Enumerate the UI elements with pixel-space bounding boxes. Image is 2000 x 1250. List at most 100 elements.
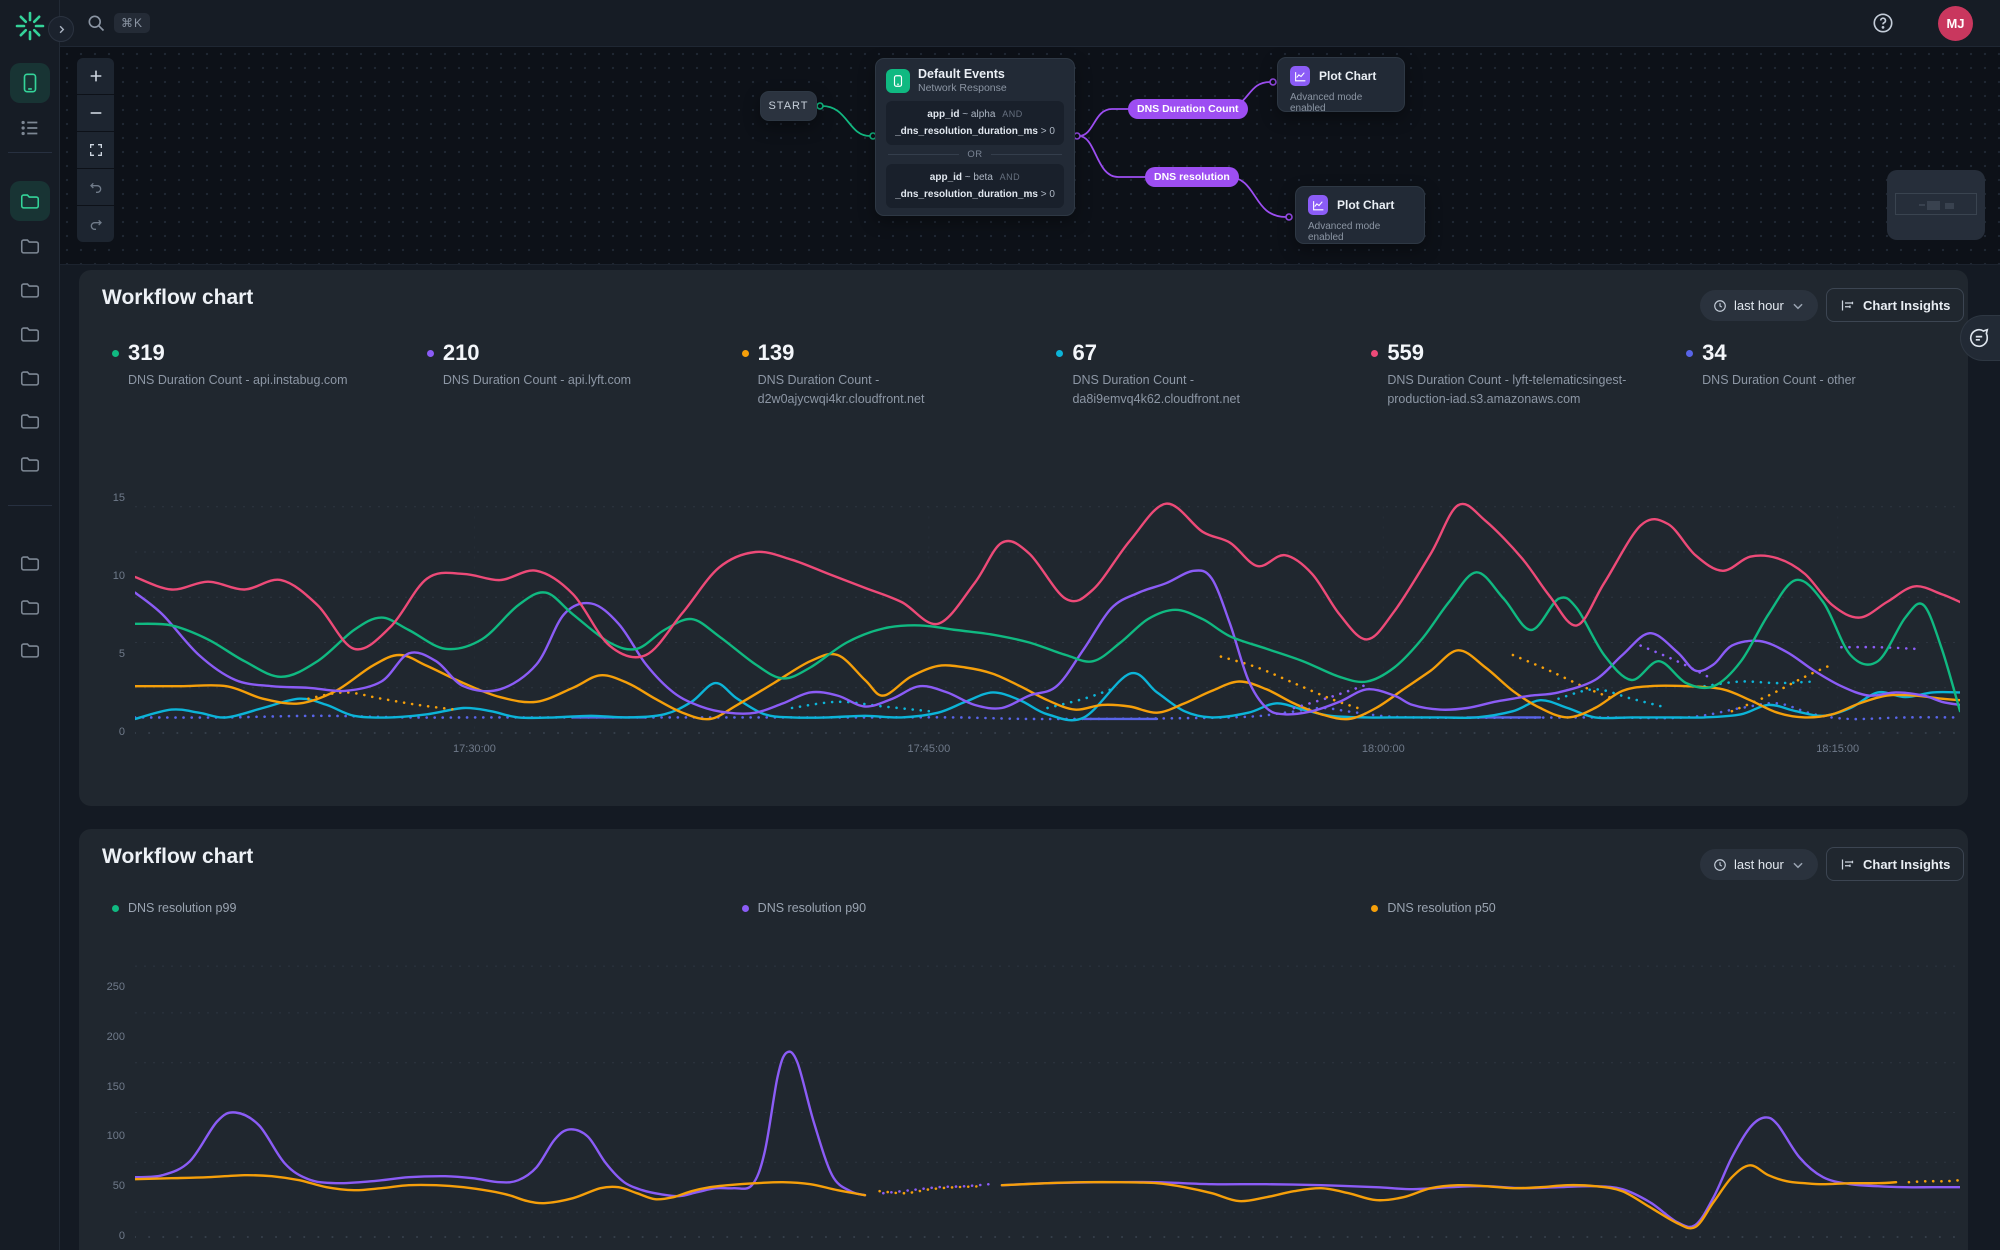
search-shortcut-badge[interactable]: ⌘K [114,13,151,33]
stat-value: 559 [1387,340,1425,365]
legend-item[interactable]: DNS resolution p99 [79,901,709,915]
insights-icon [1841,300,1854,310]
sidebar-item-folder-3[interactable] [10,314,50,354]
series-line [1557,687,1670,710]
stat-value: 210 [442,340,480,365]
series-line [1292,683,1369,710]
stat-label: DNS Duration Count - da8i9emvq4k62.cloud… [1072,373,1240,406]
user-avatar[interactable]: MJ [1938,6,1973,41]
plot-chart-subtitle: Advanced mode enabled [1308,221,1381,243]
series-color-dot [741,904,749,912]
folder-icon [19,552,41,574]
or-label: OR [967,149,983,160]
chart-insights-button[interactable]: Chart Insights [1826,288,1965,322]
canvas-minimap[interactable] [1887,170,1985,240]
workflow-chart-2[interactable] [135,956,1960,1250]
chevron-down-icon [1793,862,1803,868]
help-icon[interactable] [1872,12,1894,34]
workflow-chart-panel-2: Workflow chart last hour Chart Insights … [79,829,1968,1250]
workflow-chart-1[interactable] [135,410,1960,740]
fit-view-button[interactable] [77,132,114,168]
condition-row: _dns_resolution_duration_ms > 0 [895,126,1055,137]
stats-row: 319 DNS Duration Count - api.instabug.com… [79,340,1968,409]
sidebar-item-folder-4[interactable] [10,358,50,398]
time-range-label: last hour [1734,857,1784,872]
stat-139[interactable]: 139 DNS Duration Count - d2w0ajycwqi4kr.c… [709,340,1024,409]
sidebar-item-folder-2[interactable] [10,270,50,310]
sidebar-collapse-button[interactable] [48,16,74,42]
stat-label: DNS Duration Count - api.lyft.com [442,373,632,387]
start-node[interactable]: START [760,91,817,121]
series-line [1046,688,1113,710]
series-color-dot [1371,349,1379,357]
x-axis-tick: 18:00:00 [1361,743,1405,755]
x-axis-tick: 17:30:00 [453,743,496,755]
chart-insights-button[interactable]: Chart Insights [1826,847,1965,881]
series-line [135,1050,867,1198]
sidebar-item-folder-1[interactable] [10,226,50,266]
plot-chart-node-2[interactable]: Plot Chart Advanced mode enabled [1295,186,1425,244]
panel-title: Workflow chart [102,286,254,309]
mobile-events-icon [886,68,910,93]
stat-210[interactable]: 210 DNS Duration Count - api.lyft.com [394,340,709,409]
sidebar-item-sessions-list[interactable] [10,108,50,148]
search-icon[interactable] [86,13,106,33]
series-color-dot [741,349,749,357]
zoom-in-button[interactable] [77,58,114,94]
legend-label: DNS resolution p50 [1387,901,1496,915]
default-events-node[interactable]: Default Events Network Response app_id ~… [875,58,1075,216]
minus-icon [88,105,104,121]
line-chart-icon [1290,66,1310,86]
time-range-button[interactable]: last hour [1700,849,1818,880]
zoom-out-button[interactable] [77,95,114,131]
sidebar-item-folder-9[interactable] [10,630,50,670]
plot-chart-title: Plot Chart [1319,69,1377,83]
feedback-chat-tab[interactable] [1960,315,2000,361]
stat-319[interactable]: 319 DNS Duration Count - api.instabug.com [79,340,394,409]
y-axis-tick: 200 [106,1030,125,1043]
sidebar-item-folder-active[interactable] [10,181,50,221]
time-range-label: last hour [1734,298,1784,313]
start-node-label: START [768,100,809,112]
edge-label-dns-duration-count[interactable]: DNS Duration Count [1128,99,1248,119]
stat-34[interactable]: 34 DNS Duration Count - other [1653,340,1968,409]
series-line [882,1182,991,1195]
stat-559[interactable]: 559 DNS Duration Count - lyft-telematicsi… [1338,340,1653,409]
panel-title: Workflow chart [102,845,254,868]
folder-icon [19,596,41,618]
condition-group[interactable]: app_id ~ alpha AND _dns_resolution_durati… [886,101,1064,145]
plot-chart-subtitle: Advanced mode enabled [1290,92,1363,114]
series-line [1000,1164,1898,1230]
stat-67[interactable]: 67 DNS Duration Count - da8i9emvq4k62.clo… [1023,340,1338,409]
sidebar-item-devices[interactable] [10,63,50,103]
folder-icon [19,453,41,475]
app-logo-icon[interactable] [15,11,45,41]
folder-icon [19,323,41,345]
sidebar-item-folder-8[interactable] [10,587,50,627]
line-chart-icon [1308,195,1328,215]
stat-value: 67 [1072,340,1097,365]
sidebar-item-folder-7[interactable] [10,543,50,583]
time-range-button[interactable]: last hour [1700,290,1818,321]
chevron-down-icon [1793,303,1803,309]
condition-group[interactable]: app_id ~ beta AND _dns_resolution_duratio… [886,164,1064,208]
stat-label: DNS Duration Count - other [1702,373,1856,387]
folder-icon [19,367,41,389]
workflow-canvas[interactable]: START Default Events Network Response ap… [60,47,2000,265]
edge-label-dns-resolution[interactable]: DNS resolution [1145,167,1239,187]
redo-button[interactable] [77,206,114,242]
plot-chart-node-1[interactable]: Plot Chart Advanced mode enabled [1277,57,1405,114]
condition-row: _dns_resolution_duration_ms > 0 [895,189,1055,200]
sidebar-item-folder-6[interactable] [10,444,50,484]
sidebar-item-folder-5[interactable] [10,401,50,441]
sidebar-divider [8,152,52,153]
series-line [307,691,456,711]
legend-item[interactable]: DNS resolution p90 [709,901,1339,915]
y-axis-tick: 0 [118,726,125,738]
workflow-chart-panel-1: Workflow chart last hour Chart Insights … [79,270,1968,806]
default-events-title: Default Events [918,67,1005,81]
y-axis-tick: 10 [112,570,125,582]
undo-button[interactable] [77,169,114,205]
legend-item[interactable]: DNS resolution p50 [1338,901,1968,915]
default-events-subtitle: Network Response [918,82,1007,94]
